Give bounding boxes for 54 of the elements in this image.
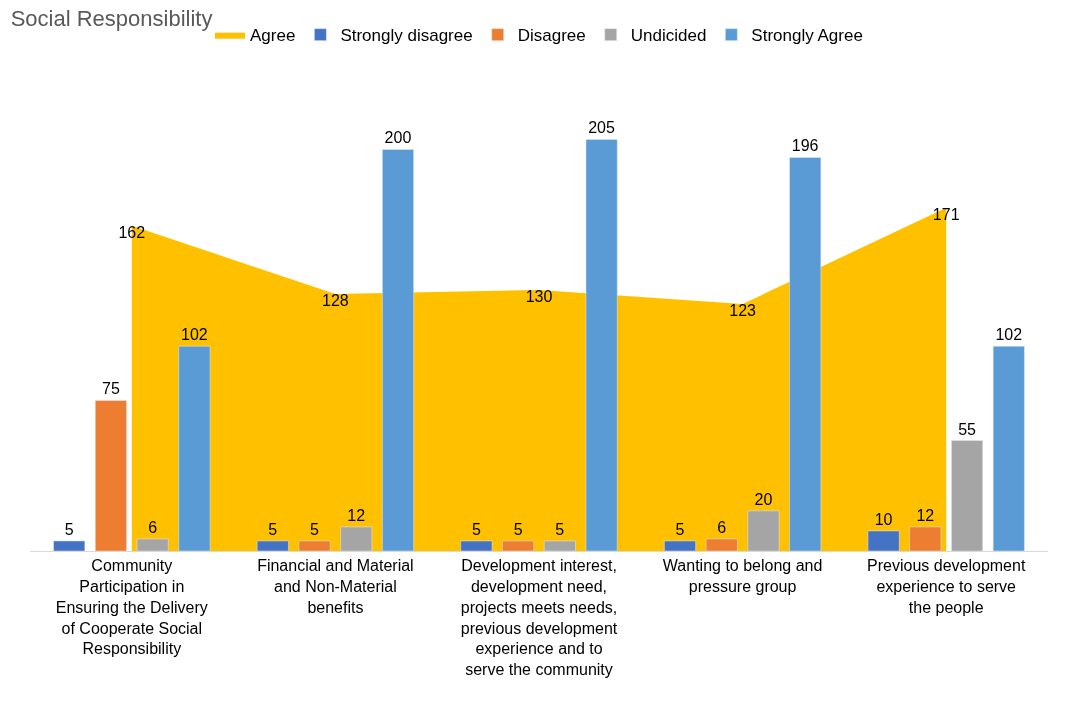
- data-label: 55: [958, 420, 977, 438]
- bar: [951, 440, 983, 551]
- data-label: 102: [995, 326, 1023, 344]
- bar: [789, 157, 822, 551]
- legend-label: Strongly Agree: [751, 26, 863, 46]
- x-tick-label: Previous development experience to serve the people: [867, 557, 1026, 616]
- data-label: 5: [675, 520, 685, 538]
- data-label: 128: [322, 292, 349, 309]
- data-label: 5: [555, 520, 565, 538]
- x-tick-label: Development interest, development need, projects meets needs, previous development experience and to serve the community: [460, 557, 618, 679]
- x-tick-label: Financial and Material and Non-Material benefits: [257, 557, 414, 616]
- data-label: 5: [310, 520, 320, 538]
- bar: [95, 400, 127, 551]
- bar: [298, 540, 331, 551]
- legend-label: Disagree: [517, 26, 586, 46]
- bar: [585, 139, 618, 551]
- bar: [747, 510, 780, 551]
- bar: [867, 530, 900, 551]
- bar: [53, 540, 86, 551]
- data-label: 200: [384, 129, 412, 147]
- data-label: 130: [525, 287, 553, 305]
- data-label: 20: [754, 490, 773, 508]
- bar: [136, 538, 169, 551]
- bar: [460, 540, 493, 551]
- bar: [664, 540, 696, 551]
- data-label: 12: [916, 506, 935, 524]
- data-label: 5: [64, 520, 74, 538]
- data-label: 6: [148, 518, 158, 536]
- data-label: 102: [181, 326, 208, 344]
- data-label: 123: [729, 302, 757, 320]
- data-label: 6: [717, 518, 727, 536]
- bar: [543, 540, 576, 551]
- x-tick-label: Community Participation in Ensuring the Delivery of Cooperate Social Responsibility: [55, 557, 208, 658]
- bar: [340, 526, 373, 551]
- legend-label: Strongly disagree: [340, 26, 473, 46]
- data-label: 5: [513, 520, 523, 538]
- data-label: 10: [874, 510, 893, 528]
- data-label: 196: [791, 137, 819, 155]
- chart-title: Social Responsibility: [10, 6, 213, 32]
- data-label: 205: [588, 119, 616, 137]
- legend-label: Agree: [250, 26, 296, 46]
- bar: [705, 538, 738, 551]
- legend-label: Undicided: [630, 26, 707, 46]
- bar: [502, 540, 535, 551]
- bar: [256, 540, 289, 551]
- data-label: 75: [101, 380, 120, 398]
- bar: [909, 526, 942, 551]
- bar: [178, 345, 211, 551]
- bar: [382, 149, 414, 551]
- bar: [992, 345, 1025, 551]
- x-tick-label: Wanting to belong and pressure group: [662, 557, 823, 595]
- data-label: 5: [471, 520, 481, 538]
- data-label: 5: [268, 520, 278, 538]
- data-label: 12: [347, 506, 366, 524]
